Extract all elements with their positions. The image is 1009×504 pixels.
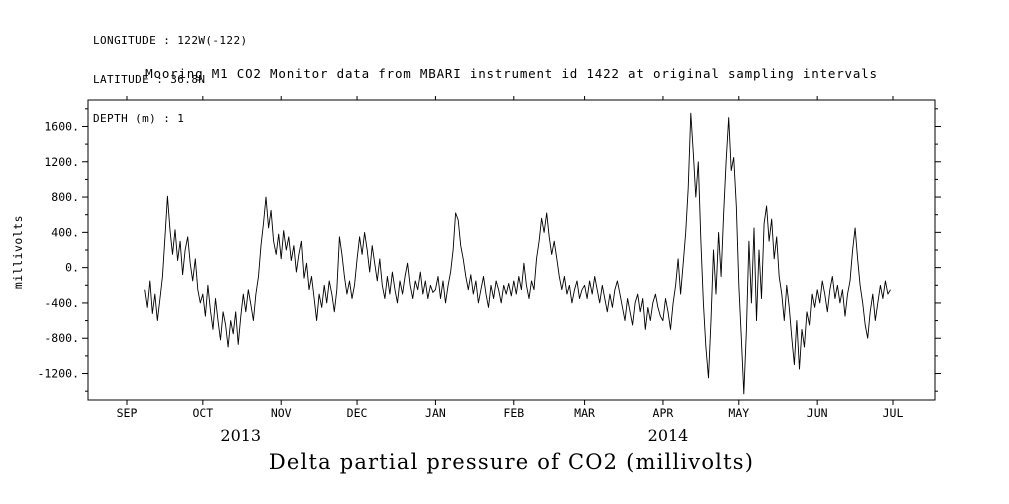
longitude-label: LONGITUDE : 122W(-122) — [93, 34, 248, 47]
year-label: 2013 — [220, 426, 261, 445]
y-tick-label: 400. — [51, 225, 79, 239]
depth-label: DEPTH (m) : 1 — [93, 112, 185, 125]
x-tick-label: MAY — [728, 406, 749, 420]
x-tick-label: NOV — [271, 406, 292, 420]
y-tick-label: 1200. — [44, 155, 79, 169]
latitude-label: LATITUDE : 36.8N — [93, 73, 206, 86]
plot-border — [87, 99, 936, 401]
y-tick-label: 800. — [51, 190, 79, 204]
x-tick-label: DEC — [347, 406, 368, 420]
figure-caption: Delta partial pressure of CO2 (millivolt… — [268, 450, 755, 474]
y-tick-label: -800. — [44, 331, 79, 345]
x-tick-label: MAR — [574, 406, 595, 420]
x-tick-label: SEP — [117, 406, 138, 420]
x-tick-label: JUL — [883, 406, 904, 420]
y-tick-label: -1200. — [37, 367, 79, 381]
data-line — [144, 112, 891, 395]
x-tick-label: APR — [653, 406, 674, 420]
y-tick-label: 1600. — [44, 119, 79, 133]
chart-title: Mooring M1 CO2 Monitor data from MBARI i… — [145, 66, 878, 81]
x-tick-label: FEB — [503, 406, 524, 420]
year-label: 2014 — [648, 426, 689, 445]
x-tick-label: OCT — [192, 406, 213, 420]
x-tick-label: JUN — [807, 406, 828, 420]
x-tick-label: JAN — [425, 406, 446, 420]
y-tick-label: -400. — [44, 296, 79, 310]
y-tick-label: 0. — [65, 261, 79, 275]
metadata-block: LONGITUDE : 122W(-122) LATITUDE : 36.8N … — [93, 8, 248, 151]
